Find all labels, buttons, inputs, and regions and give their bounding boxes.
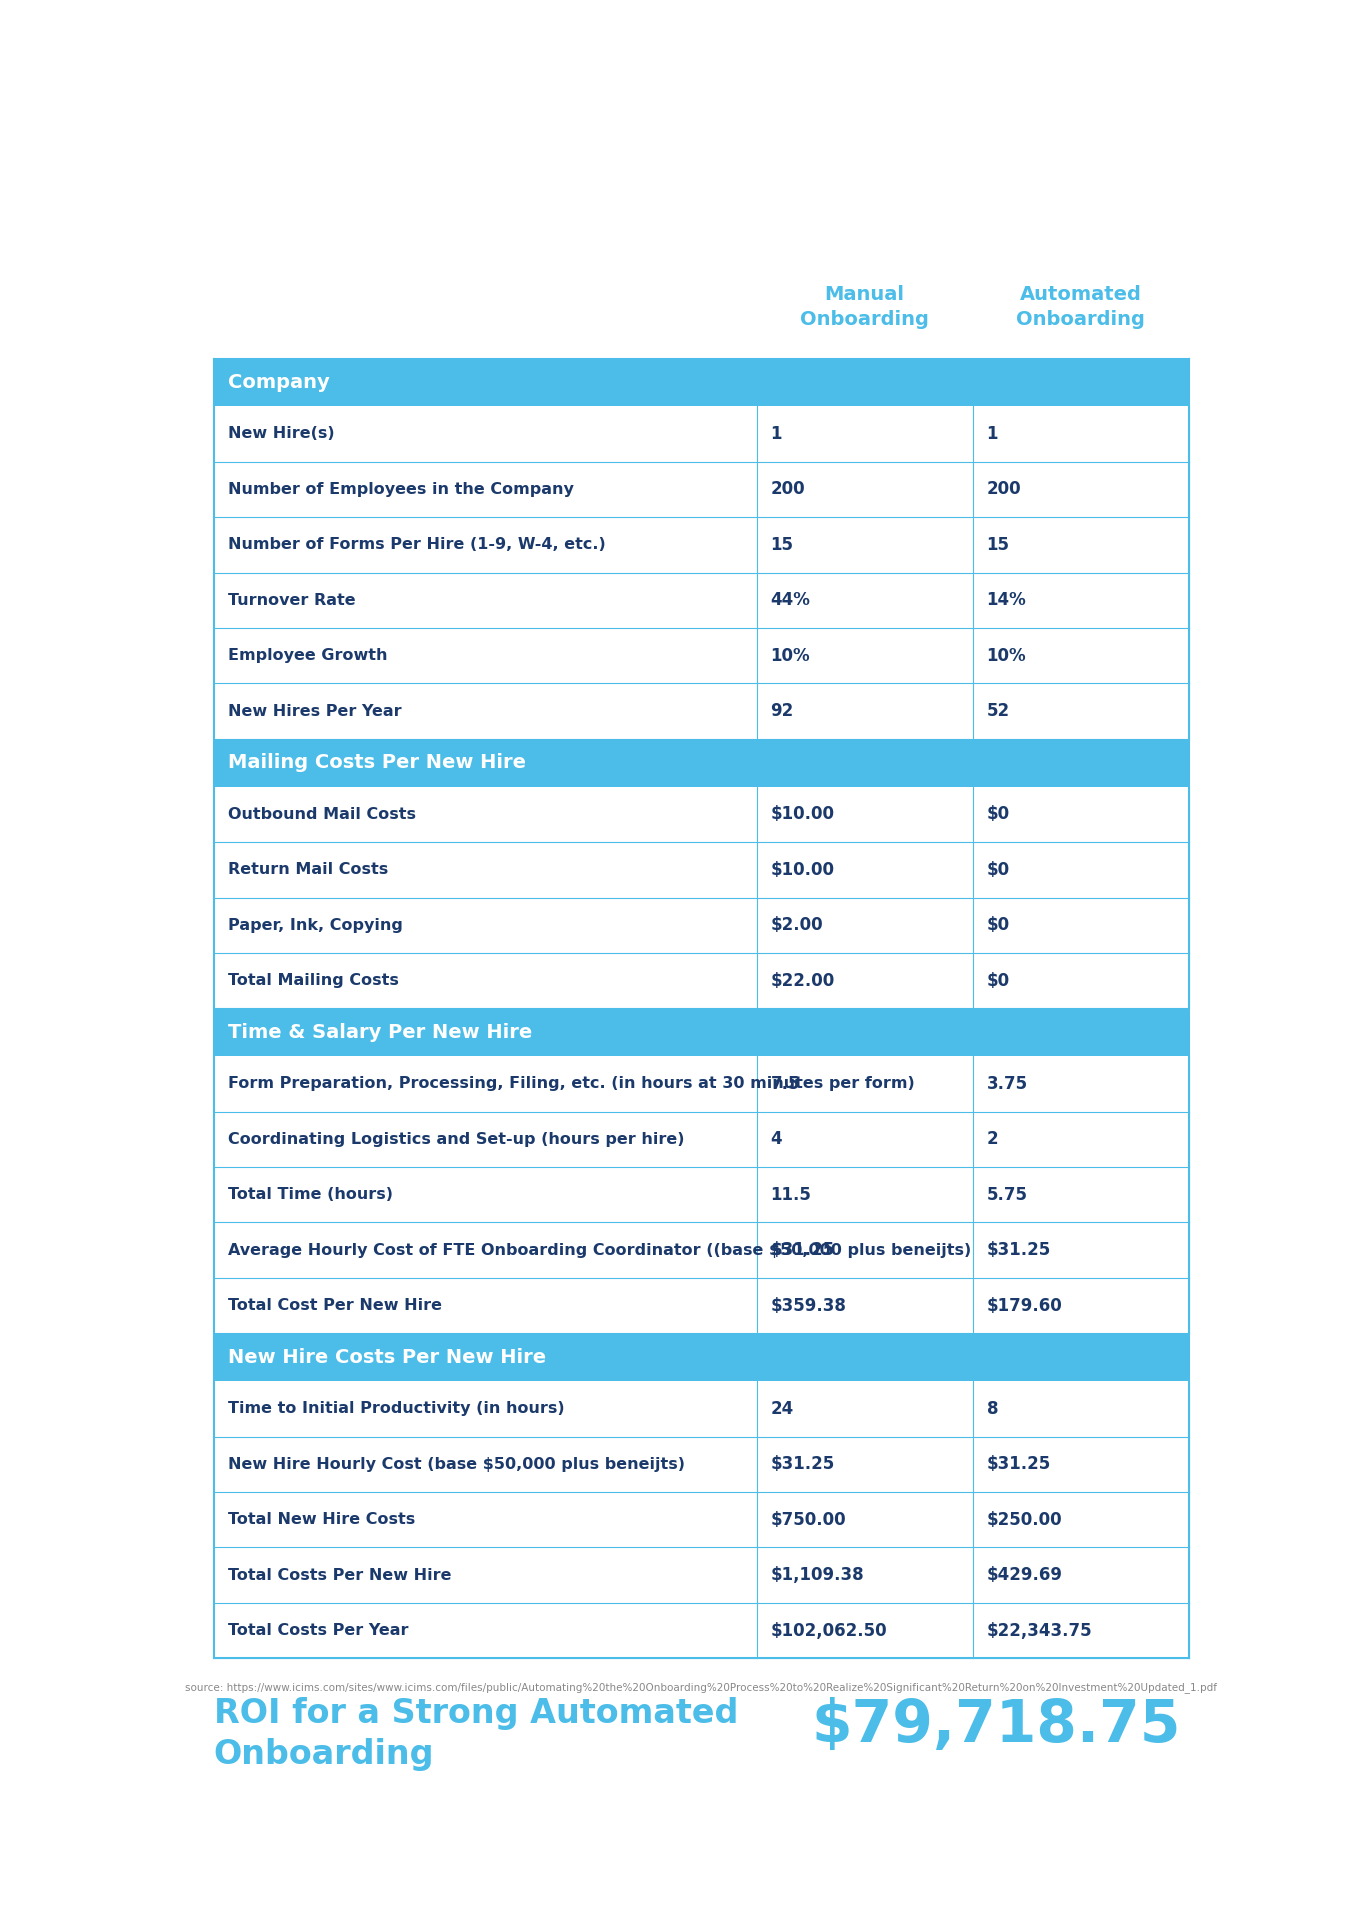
Text: Coordinating Logistics and Set-up (hours per hire): Coordinating Logistics and Set-up (hours…	[227, 1132, 684, 1148]
Bar	[213, 1437, 1189, 1491]
Text: 52: 52	[986, 702, 1010, 720]
Text: Outbound Mail Costs: Outbound Mail Costs	[227, 806, 416, 822]
Text: Total Mailing Costs: Total Mailing Costs	[227, 974, 398, 988]
Text: New Hire(s): New Hire(s)	[227, 426, 334, 442]
Text: $22.00: $22.00	[770, 972, 834, 990]
Text: 44%: 44%	[770, 592, 810, 610]
Bar	[213, 1277, 1189, 1333]
Text: $250.00: $250.00	[986, 1510, 1062, 1528]
Text: Total New Hire Costs: Total New Hire Costs	[227, 1512, 415, 1528]
Text: $10.00: $10.00	[770, 860, 834, 880]
Bar	[213, 843, 1189, 897]
Text: source: https://www.icims.com/sites/www.icims.com/files/public/Automating%20the%: source: https://www.icims.com/sites/www.…	[185, 1682, 1218, 1694]
Text: 200: 200	[986, 480, 1021, 498]
Text: New Hire Costs Per New Hire: New Hire Costs Per New Hire	[227, 1348, 546, 1368]
Text: $0: $0	[986, 916, 1010, 934]
Text: Automated
Onboarding: Automated Onboarding	[1016, 285, 1145, 330]
Text: $102,062.50: $102,062.50	[770, 1622, 888, 1640]
Text: ROI for a Strong Automated
Onboarding: ROI for a Strong Automated Onboarding	[213, 1698, 737, 1771]
Text: $31.25: $31.25	[986, 1240, 1051, 1260]
Text: $2.00: $2.00	[770, 916, 824, 934]
Text: Time & Salary Per New Hire: Time & Salary Per New Hire	[227, 1022, 532, 1042]
Text: Mailing Costs Per New Hire: Mailing Costs Per New Hire	[227, 754, 525, 772]
Text: $22,343.75: $22,343.75	[986, 1622, 1092, 1640]
Text: $31.25: $31.25	[986, 1454, 1051, 1474]
Text: 200: 200	[770, 480, 806, 498]
Text: 8: 8	[986, 1400, 999, 1418]
Bar	[213, 461, 1189, 517]
Text: $359.38: $359.38	[770, 1296, 847, 1316]
Text: 14%: 14%	[986, 592, 1026, 610]
Bar	[213, 1491, 1189, 1547]
Bar	[213, 407, 1189, 461]
Bar	[213, 573, 1189, 629]
Bar	[213, 1333, 1189, 1381]
Text: 15: 15	[770, 536, 793, 554]
Bar	[213, 787, 1189, 843]
Text: $179.60: $179.60	[986, 1296, 1063, 1316]
Text: Turnover Rate: Turnover Rate	[227, 592, 356, 608]
Bar	[213, 1167, 1189, 1223]
Bar	[213, 1547, 1189, 1603]
Text: Number of Forms Per Hire (1-9, W-4, etc.): Number of Forms Per Hire (1-9, W-4, etc.…	[227, 538, 605, 552]
Text: Company: Company	[227, 372, 330, 392]
Text: 11.5: 11.5	[770, 1186, 811, 1204]
Text: Manual
Onboarding: Manual Onboarding	[800, 285, 929, 330]
Text: $79,718.75: $79,718.75	[811, 1698, 1181, 1753]
Bar	[213, 1009, 1189, 1057]
Text: Total Time (hours): Total Time (hours)	[227, 1186, 393, 1202]
Text: 1: 1	[770, 424, 782, 444]
Text: $10.00: $10.00	[770, 806, 834, 824]
Bar	[213, 1381, 1189, 1437]
Text: 4: 4	[770, 1130, 782, 1148]
Text: New Hires Per Year: New Hires Per Year	[227, 704, 401, 720]
Text: 1: 1	[986, 424, 999, 444]
Bar	[213, 953, 1189, 1009]
Text: Return Mail Costs: Return Mail Costs	[227, 862, 387, 878]
Text: $750.00: $750.00	[770, 1510, 847, 1528]
Text: Total Cost Per New Hire: Total Cost Per New Hire	[227, 1298, 442, 1314]
Text: 92: 92	[770, 702, 793, 720]
Text: 7.5: 7.5	[770, 1074, 800, 1094]
Text: $1,109.38: $1,109.38	[770, 1566, 865, 1584]
Text: 5.75: 5.75	[986, 1186, 1027, 1204]
Text: Time to Initial Productivity (in hours): Time to Initial Productivity (in hours)	[227, 1400, 564, 1416]
Text: $0: $0	[986, 972, 1010, 990]
Text: Average Hourly Cost of FTE Onboarding Coordinator ((base $50,000 plus beneĳts): Average Hourly Cost of FTE Onboarding Co…	[227, 1242, 971, 1258]
Text: $31.25: $31.25	[770, 1454, 834, 1474]
Bar	[213, 1057, 1189, 1111]
Text: Form Preparation, Processing, Filing, etc. (in hours at 30 minutes per form): Form Preparation, Processing, Filing, et…	[227, 1076, 914, 1092]
Text: Total Costs Per New Hire: Total Costs Per New Hire	[227, 1568, 451, 1582]
Text: $31.25: $31.25	[770, 1240, 834, 1260]
Bar	[213, 1603, 1189, 1659]
Text: 15: 15	[986, 536, 1010, 554]
Text: 10%: 10%	[770, 646, 810, 666]
Text: Total Costs Per Year: Total Costs Per Year	[227, 1622, 408, 1638]
Bar	[213, 739, 1189, 787]
Text: 3.75: 3.75	[986, 1074, 1027, 1094]
Text: Paper, Ink, Copying: Paper, Ink, Copying	[227, 918, 402, 934]
Text: 10%: 10%	[986, 646, 1026, 666]
Text: 24: 24	[770, 1400, 793, 1418]
Text: $0: $0	[986, 860, 1010, 880]
Bar	[213, 629, 1189, 683]
Bar	[213, 897, 1189, 953]
Text: $0: $0	[986, 806, 1010, 824]
Bar	[213, 1111, 1189, 1167]
Text: Number of Employees in the Company: Number of Employees in the Company	[227, 482, 573, 498]
Text: New Hire Hourly Cost (base $50,000 plus beneĳts): New Hire Hourly Cost (base $50,000 plus …	[227, 1456, 684, 1472]
Text: $429.69: $429.69	[986, 1566, 1063, 1584]
Bar	[213, 683, 1189, 739]
Text: Employee Growth: Employee Growth	[227, 648, 387, 664]
Bar	[213, 1223, 1189, 1277]
Text: 2: 2	[986, 1130, 999, 1148]
Bar	[213, 517, 1189, 573]
Bar	[213, 359, 1189, 407]
